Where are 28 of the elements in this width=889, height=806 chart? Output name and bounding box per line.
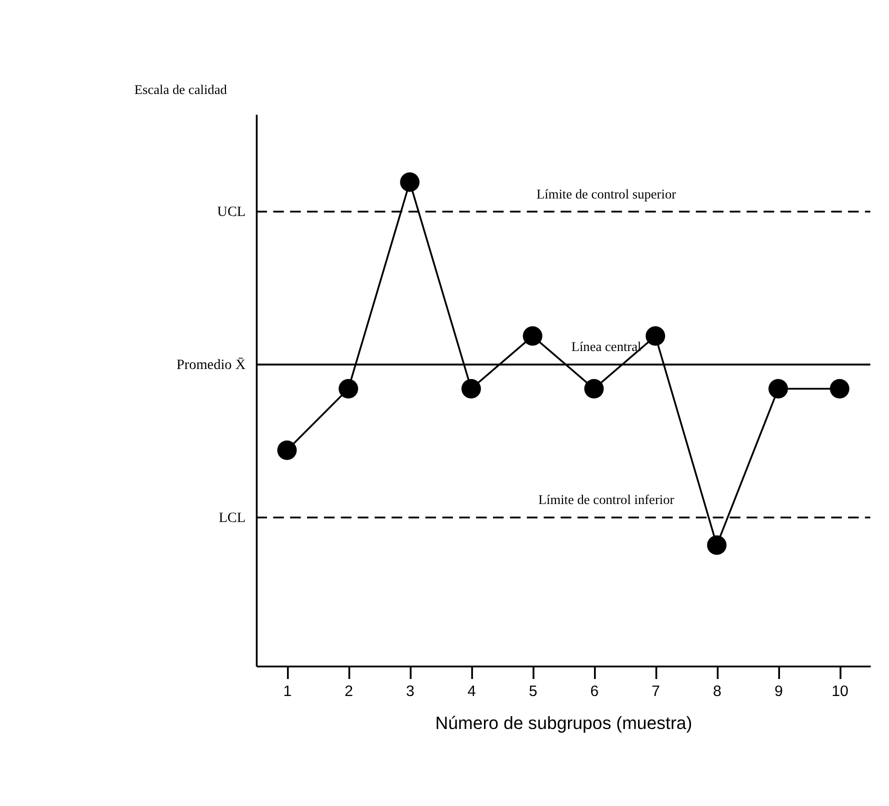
text: Escala de calidad	[134, 82, 228, 97]
annotation: Límite de control inferior	[538, 492, 675, 508]
x-tick-label: 1	[283, 682, 292, 700]
point	[338, 379, 358, 398]
point	[830, 379, 850, 398]
annotation: Línea central	[571, 339, 642, 354]
point	[584, 379, 604, 398]
x-axis-title: Número de subgrupos (muestra)	[435, 712, 692, 733]
point	[646, 326, 666, 346]
point	[400, 172, 420, 192]
point	[522, 326, 542, 346]
point	[707, 535, 727, 555]
ref-line-label: UCL	[217, 204, 246, 220]
ref-line-label: LCL	[218, 510, 246, 526]
x-tick-label: 10	[832, 682, 848, 700]
x-tick-label: 9	[774, 682, 783, 700]
x-tick-label: 5	[528, 682, 538, 700]
point	[461, 379, 481, 398]
point	[768, 379, 788, 398]
x-tick-label: 2	[344, 682, 354, 700]
x-tick-label: 7	[652, 682, 660, 700]
annotation: Límite de control superior	[536, 186, 677, 202]
x-tick-label: 8	[713, 682, 722, 700]
point	[277, 440, 297, 460]
x-tick-label: 3	[406, 682, 414, 700]
x-tick-label: 4	[467, 682, 476, 700]
ref-line-label: Promedio X̄	[176, 357, 246, 374]
x-tick-label: 6	[590, 682, 599, 700]
